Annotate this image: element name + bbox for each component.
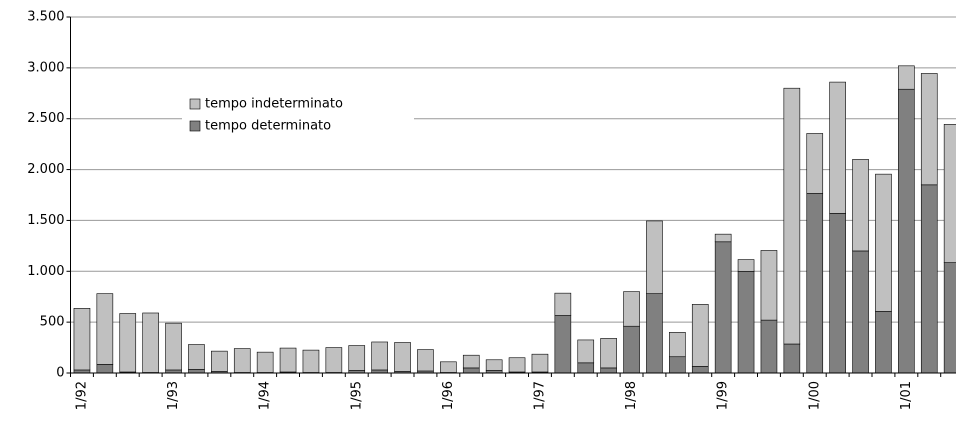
bar-segment [898, 88, 915, 374]
bar-segment [691, 366, 709, 374]
bar-segment [211, 350, 228, 372]
bar-segment [737, 270, 755, 374]
bar-segment [646, 293, 663, 374]
bar-segment [623, 325, 640, 374]
x-tick-label: 1/00 [807, 381, 822, 410]
bar-segment [96, 364, 114, 374]
bar-segment [669, 356, 686, 374]
x-tick-label: 1/01 [899, 381, 914, 410]
bar-segment [440, 361, 457, 373]
bar-segment [829, 213, 846, 374]
x-tick-label: 1/97 [532, 381, 547, 410]
legend-label: tempo determinato [205, 119, 331, 134]
y-tick-label: 2.000 [27, 162, 64, 177]
bar-segment [233, 348, 251, 373]
bar-segment [943, 262, 956, 374]
bar-segment [256, 351, 274, 373]
bar-segment [623, 291, 640, 327]
bar-segment [600, 367, 617, 374]
bar-segment [875, 311, 892, 374]
bar-segment [577, 362, 595, 374]
bar-segment [554, 292, 572, 316]
bar-segment [760, 319, 778, 374]
bar-segment [691, 304, 709, 367]
bar-segment [760, 250, 778, 321]
bar-segment [806, 193, 824, 374]
y-tick-label: 2.500 [27, 111, 64, 126]
bar-segment [302, 349, 320, 373]
bar-segment [875, 173, 892, 312]
bar-segment [371, 341, 388, 371]
bar-segment [96, 293, 114, 365]
bar-segment [783, 343, 801, 374]
bar-segment [485, 359, 503, 371]
bar-segment [188, 344, 205, 370]
x-tick-label: 1/96 [441, 381, 456, 410]
y-tick-label: 0 [56, 366, 64, 381]
bar-segment [783, 87, 801, 345]
x-tick-label: 1/94 [258, 381, 273, 410]
y-tick-label: 3.000 [27, 60, 64, 75]
x-tick-label: 1/93 [166, 381, 181, 410]
bar-segment [554, 315, 572, 374]
bar-segment [462, 367, 480, 374]
bar-segment [279, 347, 297, 373]
bar-segment [600, 338, 617, 369]
bar-segment [73, 308, 91, 371]
legend-swatch [189, 120, 201, 132]
bar-segment [669, 332, 686, 358]
bar-segment [646, 220, 663, 294]
bar-segment [325, 347, 343, 373]
bar-segment [806, 133, 824, 194]
bar-segment [165, 322, 182, 371]
bar-segment [852, 250, 869, 374]
bar-segment [142, 312, 159, 373]
bar-segment [577, 339, 595, 364]
bar-segment [714, 233, 732, 243]
bar-segment [119, 313, 137, 373]
bar-segment [943, 124, 956, 263]
bar-segment [394, 342, 411, 372]
legend-box [182, 88, 414, 146]
bar-segment [920, 184, 938, 374]
bar-segment [417, 349, 434, 372]
legend-label: tempo indeterminato [205, 97, 343, 112]
x-tick-label: 1/98 [624, 381, 639, 410]
bar-segment [714, 241, 732, 374]
x-tick-label: 1/95 [349, 381, 364, 410]
y-tick-label: 3.500 [27, 10, 64, 25]
x-tick-label: 1/92 [74, 381, 89, 410]
bar-segment [188, 369, 205, 374]
y-tick-label: 500 [40, 315, 65, 330]
bar-segment [737, 259, 755, 272]
bar-segment [920, 73, 938, 186]
y-tick-label: 1.000 [27, 264, 64, 279]
bar-segment [852, 159, 869, 252]
x-tick-label: 1/99 [716, 381, 731, 410]
legend-swatch [189, 98, 201, 110]
bar-segment [462, 354, 480, 369]
legend: tempo indeterminato tempo determinato [182, 88, 414, 146]
bar-segment [898, 65, 915, 90]
bar-segment [829, 81, 846, 214]
bar-segment [531, 353, 549, 373]
y-tick-label: 1.500 [27, 213, 64, 228]
bar-segment [508, 357, 526, 373]
bar-segment [348, 345, 366, 371]
